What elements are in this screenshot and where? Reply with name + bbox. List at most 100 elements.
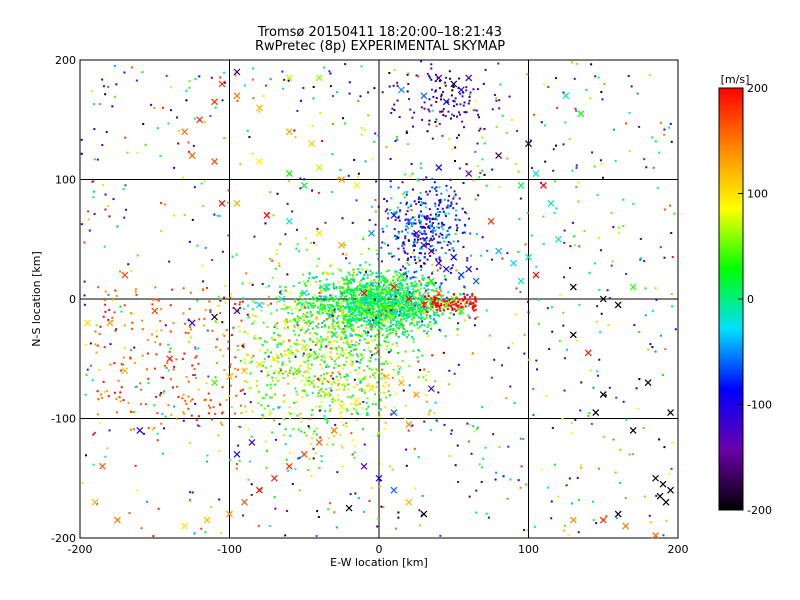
data-point-dot bbox=[427, 243, 430, 246]
data-point-x bbox=[435, 289, 443, 297]
data-point-dot bbox=[413, 111, 416, 114]
data-point-dot bbox=[472, 88, 475, 91]
data-point-dot bbox=[347, 282, 350, 285]
data-point-x bbox=[368, 229, 375, 237]
data-point-dot bbox=[308, 322, 311, 325]
data-point-x bbox=[427, 247, 435, 255]
data-point-dot bbox=[429, 301, 432, 304]
data-point-dot bbox=[403, 312, 406, 315]
data-point-dot bbox=[368, 302, 371, 305]
data-point-dot bbox=[354, 295, 357, 298]
data-point-dot bbox=[385, 285, 388, 288]
data-point-dot bbox=[327, 309, 330, 312]
data-point-dot bbox=[347, 286, 350, 289]
data-point-dot bbox=[458, 197, 461, 200]
data-point-dot bbox=[221, 333, 224, 336]
data-point-dot bbox=[416, 356, 419, 359]
data-point-dot bbox=[435, 308, 438, 311]
data-point-dot bbox=[417, 256, 420, 259]
data-point-dot bbox=[248, 460, 251, 463]
data-point-dot bbox=[373, 309, 376, 312]
data-point-x bbox=[398, 379, 405, 387]
data-point-dot bbox=[406, 289, 409, 292]
data-point-dot bbox=[356, 412, 359, 415]
data-point-dot bbox=[462, 299, 465, 302]
data-point-dot bbox=[346, 409, 349, 412]
data-point-dot bbox=[427, 108, 430, 111]
data-point-dot bbox=[360, 389, 363, 392]
x-tick-label: 200 bbox=[668, 543, 689, 556]
data-point-dot bbox=[398, 294, 401, 297]
data-point-dot bbox=[363, 286, 366, 289]
data-point-dot bbox=[330, 314, 333, 317]
data-point-dot bbox=[424, 291, 427, 294]
data-point-x bbox=[540, 182, 547, 189]
data-point-dot bbox=[397, 216, 400, 219]
data-point-dot bbox=[495, 96, 498, 99]
data-point-dot bbox=[305, 323, 308, 326]
data-point-dot bbox=[304, 285, 307, 288]
data-point-dot bbox=[272, 372, 275, 375]
data-point-x bbox=[629, 283, 637, 291]
data-point-dot bbox=[380, 505, 383, 508]
data-point-dot bbox=[139, 382, 142, 385]
data-point-dot bbox=[242, 346, 245, 349]
data-point-dot bbox=[344, 63, 347, 66]
data-point-dot bbox=[101, 144, 104, 147]
data-point-dot bbox=[428, 280, 431, 283]
data-point-dot bbox=[325, 372, 328, 375]
data-point-dot bbox=[225, 329, 228, 332]
data-point-dot bbox=[471, 305, 474, 308]
data-point-dot bbox=[590, 63, 593, 66]
colorbar-tick-label: 200 bbox=[747, 82, 768, 95]
data-point-dot bbox=[363, 510, 366, 513]
data-point-dot bbox=[590, 422, 593, 425]
data-point-dot bbox=[410, 255, 413, 258]
data-point-dot bbox=[294, 307, 297, 310]
data-point-dot bbox=[406, 210, 409, 213]
data-point-dot bbox=[309, 321, 312, 324]
data-point-dot bbox=[573, 77, 576, 80]
data-point-dot bbox=[362, 235, 365, 238]
data-point-x bbox=[315, 164, 323, 171]
data-point-dot bbox=[268, 414, 271, 417]
data-point-dot bbox=[376, 285, 379, 288]
data-point-dot bbox=[305, 330, 308, 333]
data-point-dot bbox=[361, 278, 364, 281]
data-point-dot bbox=[369, 350, 372, 353]
data-point-dot bbox=[596, 193, 599, 196]
data-point-dot bbox=[173, 166, 176, 169]
data-point-dot bbox=[340, 331, 343, 334]
data-point-dot bbox=[358, 308, 361, 311]
data-point-dot bbox=[415, 289, 418, 292]
data-point-x bbox=[353, 182, 360, 189]
data-point-dot bbox=[384, 307, 387, 310]
data-point-dot bbox=[392, 279, 395, 282]
data-point-dot bbox=[194, 356, 197, 359]
data-point-dot bbox=[508, 95, 511, 98]
data-point-dot bbox=[454, 309, 457, 312]
data-point-dot bbox=[403, 291, 406, 294]
data-point-dot bbox=[615, 396, 618, 399]
data-point-dot bbox=[437, 226, 440, 229]
data-point-dot bbox=[378, 371, 381, 374]
data-point-dot bbox=[432, 309, 435, 312]
data-point-dot bbox=[414, 311, 417, 314]
data-point-dot bbox=[452, 293, 455, 296]
data-point-dot bbox=[436, 225, 439, 228]
data-point-dot bbox=[280, 307, 283, 310]
data-point-dot bbox=[279, 285, 282, 288]
data-point-dot bbox=[397, 370, 400, 373]
data-point-dot bbox=[333, 308, 336, 311]
data-point-dot bbox=[361, 388, 364, 391]
data-point-dot bbox=[422, 293, 425, 296]
data-point-dot bbox=[481, 158, 484, 161]
data-point-dot bbox=[239, 301, 242, 304]
data-point-dot bbox=[219, 421, 222, 424]
data-point-dot bbox=[360, 290, 363, 293]
data-point-dot bbox=[286, 326, 289, 329]
data-point-dot bbox=[280, 353, 283, 356]
y-tick-label: 200 bbox=[55, 54, 76, 67]
data-point-dot bbox=[377, 134, 380, 137]
data-point-dot bbox=[378, 308, 381, 311]
